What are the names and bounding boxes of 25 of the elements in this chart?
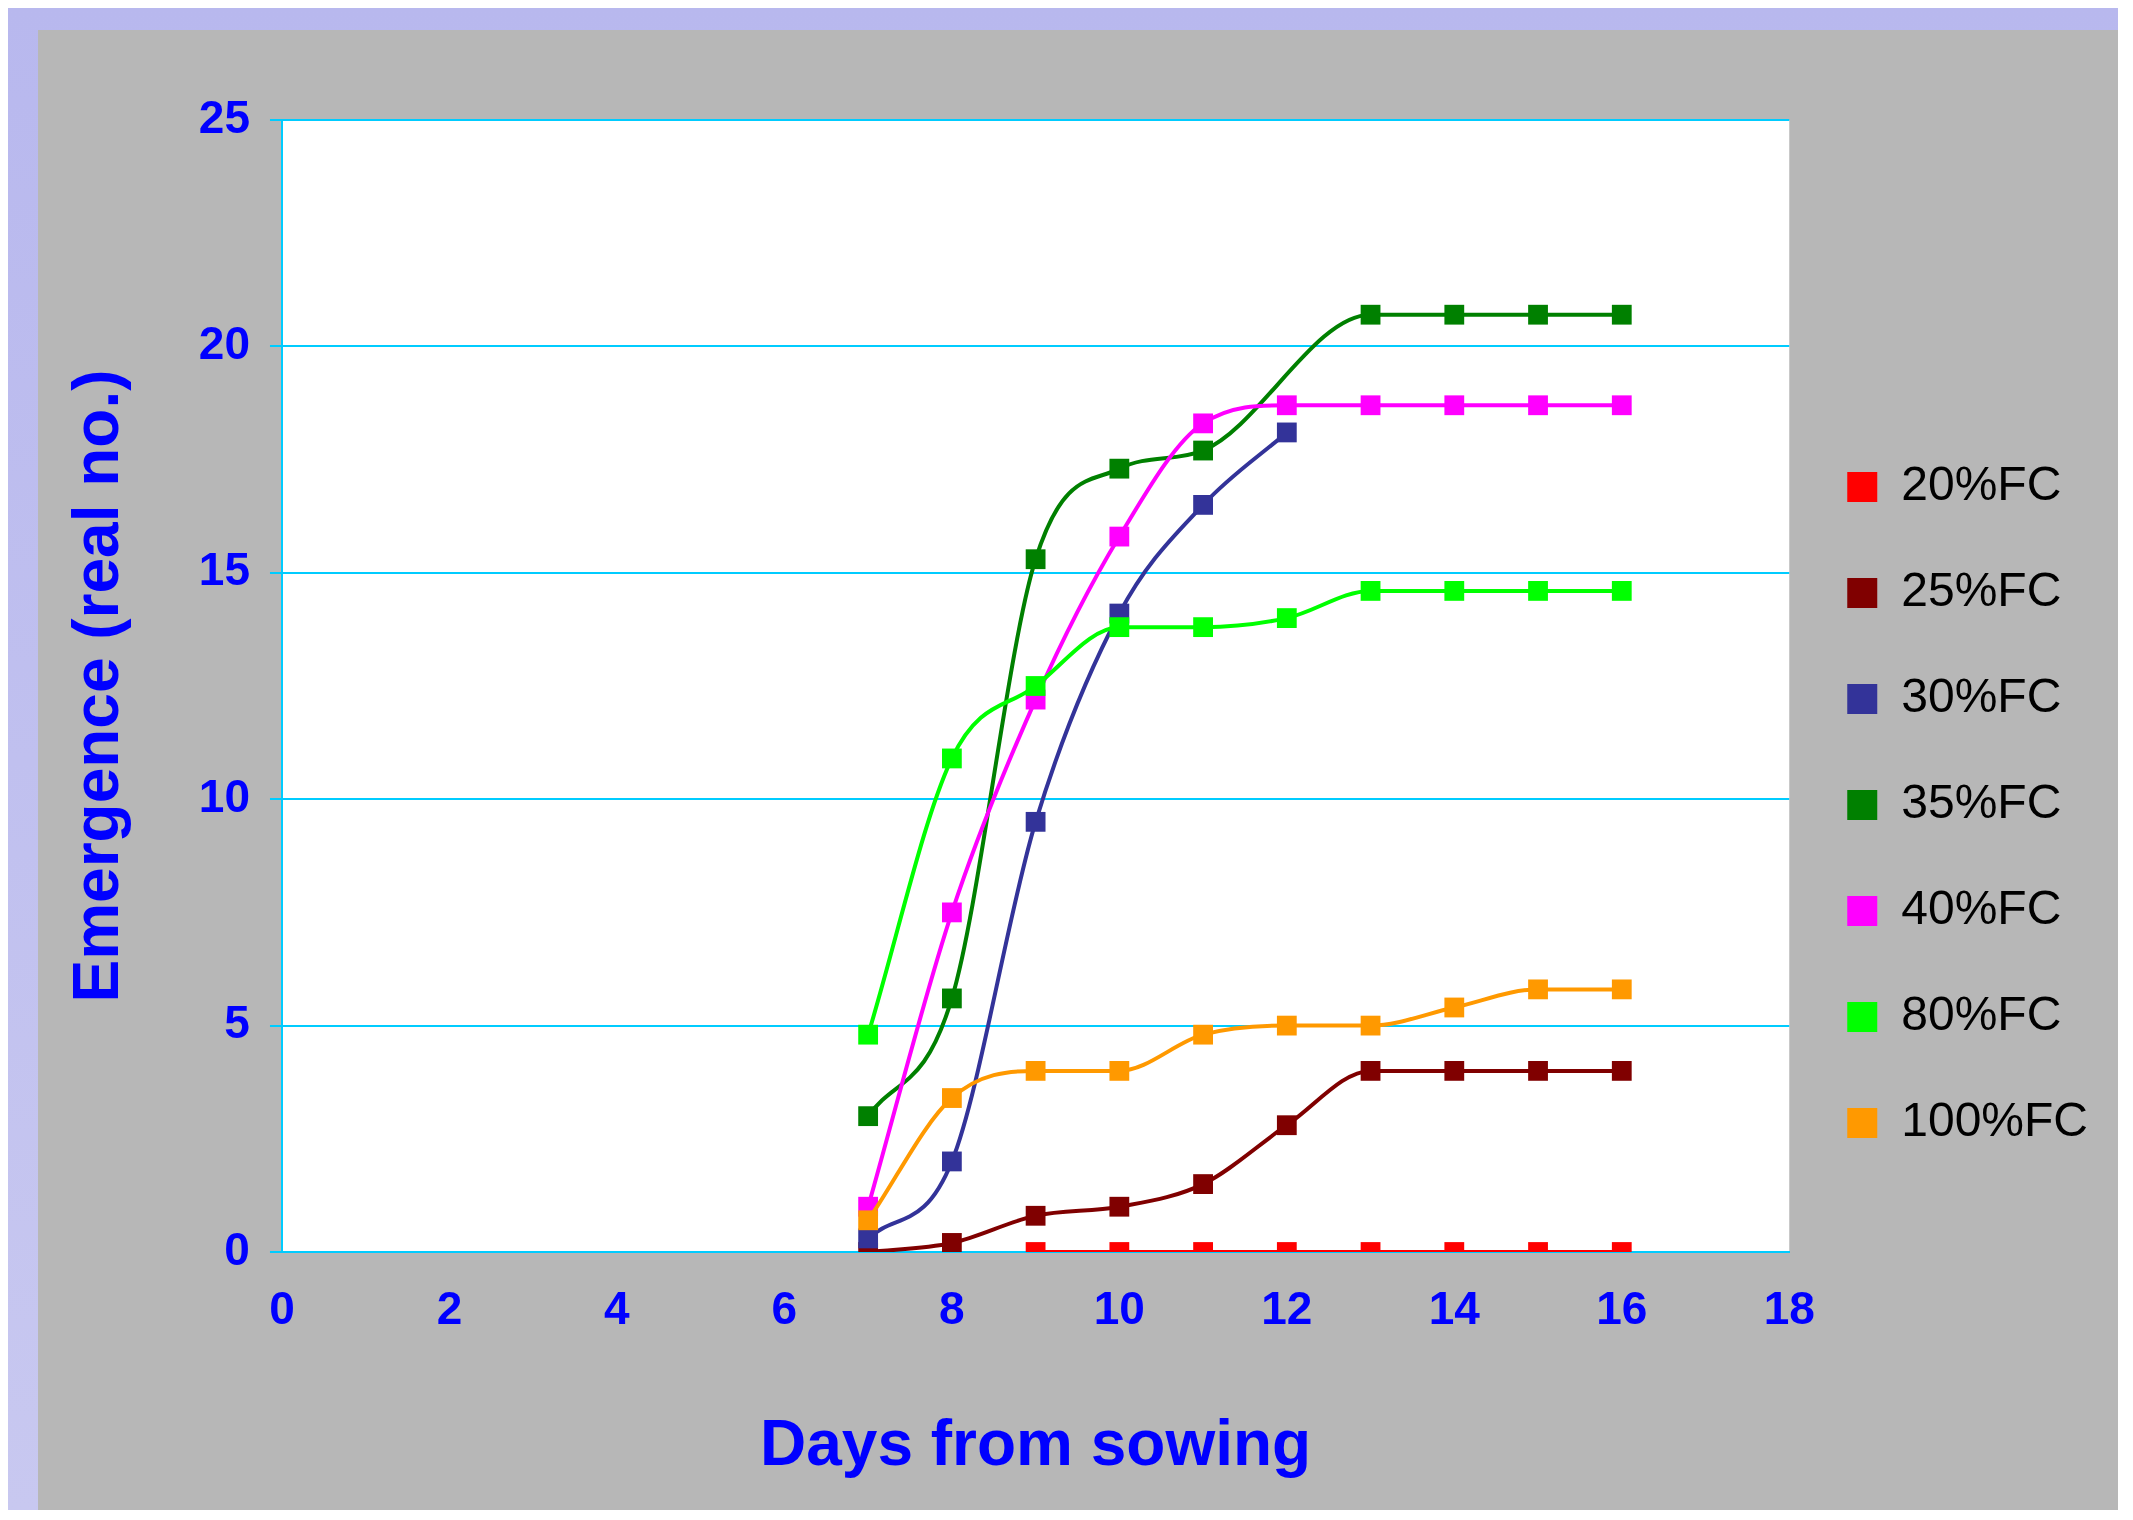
legend-label: 80%FC <box>1901 987 2062 1041</box>
legend-label: 35%FC <box>1901 775 2062 829</box>
x-tick-label: 14 <box>1428 1282 1481 1335</box>
x-tick-label: 16 <box>1596 1282 1648 1335</box>
y-tick-label: 5 <box>224 996 250 1049</box>
x-tick-label: 12 <box>1261 1282 1313 1335</box>
x-tick-label: 0 <box>269 1282 295 1335</box>
legend-label: 25%FC <box>1901 563 2062 617</box>
y-axis-title: Emergence (real no.) <box>60 369 133 1003</box>
x-tick-label: 8 <box>939 1282 965 1335</box>
x-tick-label: 4 <box>604 1282 631 1335</box>
legend-label: 30%FC <box>1901 669 2062 723</box>
y-tick-label: 0 <box>224 1222 250 1275</box>
legend-label: 40%FC <box>1901 881 2062 935</box>
legend-label: 20%FC <box>1901 457 2062 511</box>
x-tick-label: 18 <box>1763 1282 1815 1335</box>
x-axis-title: Days from sowing <box>760 1407 1312 1480</box>
y-tick-label: 20 <box>198 317 250 370</box>
y-tick-label: 10 <box>198 769 250 822</box>
x-tick-label: 2 <box>436 1282 463 1335</box>
legend-label: 100%FC <box>1901 1093 2088 1147</box>
y-tick-label: 25 <box>198 90 250 143</box>
x-tick-label: 10 <box>1093 1282 1145 1335</box>
x-tick-label: 6 <box>771 1282 798 1335</box>
y-tick-label: 15 <box>198 543 250 596</box>
